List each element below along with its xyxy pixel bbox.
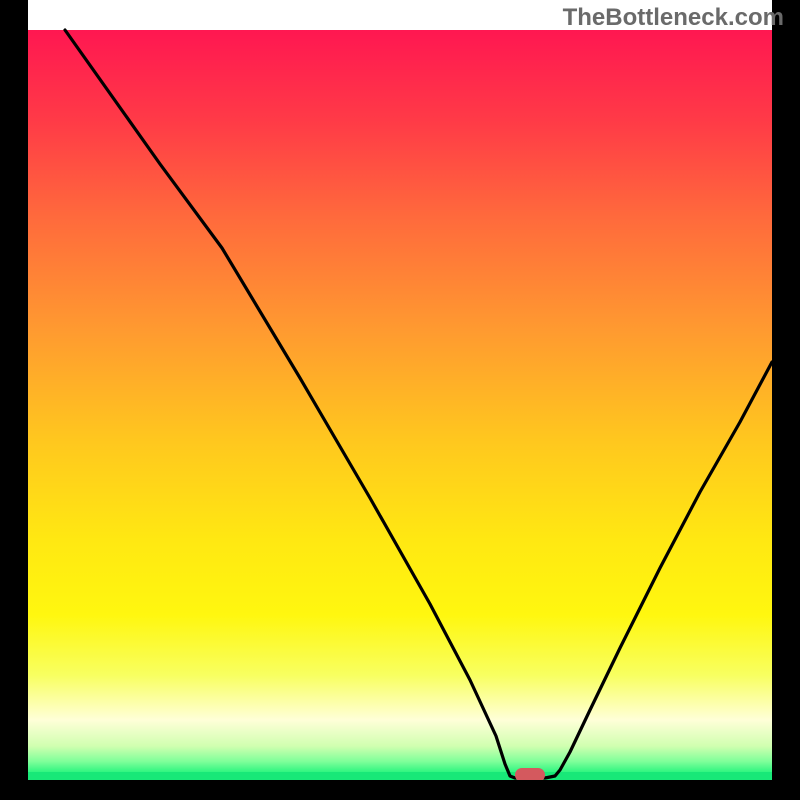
watermark-text: TheBottleneck.com	[563, 4, 784, 32]
gradient-background	[28, 30, 772, 780]
axis-border-left	[0, 0, 28, 800]
optimal-marker	[515, 768, 545, 782]
green-baseline-strip	[28, 772, 772, 780]
chart-svg	[0, 0, 800, 800]
axis-border-bottom	[0, 780, 800, 800]
chart-container: TheBottleneck.com	[0, 0, 800, 800]
axis-border-right	[772, 0, 800, 800]
